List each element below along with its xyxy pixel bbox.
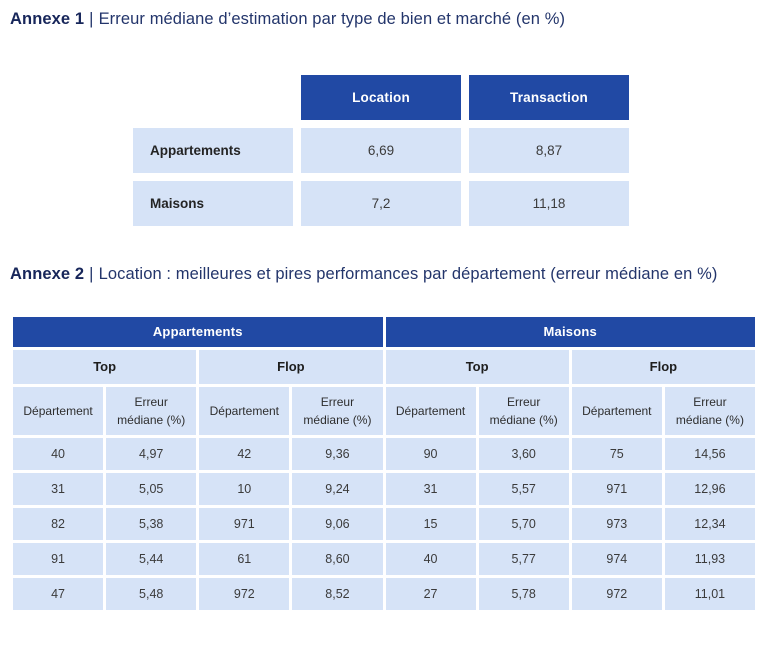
annexe1-header-row: Location Transaction — [133, 74, 629, 120]
table-cell: 5,44 — [106, 542, 197, 575]
annexe1-col-header-location: Location — [301, 74, 461, 120]
col-header: Erreur médiane (%) — [478, 386, 569, 435]
table-row: 40 4,97 42 9,36 90 3,60 75 14,56 — [13, 437, 755, 470]
subheader-top: Top — [13, 349, 197, 384]
table-cell: 90 — [385, 437, 476, 470]
table-cell: 6,69 — [301, 127, 461, 173]
table-cell: 47 — [13, 577, 104, 610]
group-header-maisons: Maisons — [385, 316, 755, 347]
table-cell: 42 — [199, 437, 290, 470]
table-cell: 974 — [571, 542, 662, 575]
subheader-flop: Flop — [571, 349, 755, 384]
table-cell: 61 — [199, 542, 290, 575]
table-cell: 12,96 — [664, 472, 755, 505]
col-header: Département — [385, 386, 476, 435]
table-cell: 5,38 — [106, 507, 197, 540]
table-cell: 5,05 — [106, 472, 197, 505]
col-header: Erreur médiane (%) — [664, 386, 755, 435]
annexe1-title-separator: | — [89, 10, 94, 28]
col-header: Erreur médiane (%) — [292, 386, 383, 435]
col-header: Département — [13, 386, 104, 435]
table-cell: 972 — [571, 577, 662, 610]
annexe1-col-header-transaction: Transaction — [469, 74, 629, 120]
table-cell: 40 — [385, 542, 476, 575]
table-cell: 9,36 — [292, 437, 383, 470]
table-row: 47 5,48 972 8,52 27 5,78 972 11,01 — [13, 577, 755, 610]
row-label: Maisons — [133, 180, 293, 226]
table-cell: 3,60 — [478, 437, 569, 470]
annexe1-corner-cell — [133, 75, 293, 120]
table-cell: 5,57 — [478, 472, 569, 505]
table-cell: 8,52 — [292, 577, 383, 610]
col-header: Département — [199, 386, 290, 435]
table-cell: 11,01 — [664, 577, 755, 610]
table-cell: 82 — [13, 507, 104, 540]
table-cell: 8,60 — [292, 542, 383, 575]
table-cell: 12,34 — [664, 507, 755, 540]
table-cell: 75 — [571, 437, 662, 470]
annexe2-table: Appartements Maisons Top Flop Top Flop D… — [10, 314, 758, 613]
table-row: 82 5,38 971 9,06 15 5,70 973 12,34 — [13, 507, 755, 540]
table-cell: 973 — [571, 507, 662, 540]
table-row: Appartements 6,69 8,87 — [133, 127, 629, 173]
table-cell: 4,97 — [106, 437, 197, 470]
table-cell: 9,24 — [292, 472, 383, 505]
table-cell: 40 — [13, 437, 104, 470]
col-header: Erreur médiane (%) — [106, 386, 197, 435]
annexe2-subheader-row: Top Flop Top Flop — [13, 349, 755, 384]
annexe1-table: Location Transaction Appartements 6,69 8… — [125, 67, 637, 234]
table-cell: 14,56 — [664, 437, 755, 470]
annexe1-title-text: Erreur médiane d’estimation par type de … — [98, 10, 566, 28]
row-label: Appartements — [133, 127, 293, 173]
table-cell: 31 — [385, 472, 476, 505]
annexe2-title: Annexe 2 | Location : meilleures et pires … — [10, 264, 722, 286]
table-cell: 9,06 — [292, 507, 383, 540]
table-cell: 972 — [199, 577, 290, 610]
table-cell: 10 — [199, 472, 290, 505]
col-header: Département — [571, 386, 662, 435]
annexe2-title-separator: | — [89, 264, 94, 283]
table-cell: 5,78 — [478, 577, 569, 610]
table-row: Maisons 7,2 11,18 — [133, 180, 629, 226]
annexe1-title-label: Annexe 1 — [10, 10, 85, 28]
table-cell: 8,87 — [469, 127, 629, 173]
table-cell: 5,77 — [478, 542, 569, 575]
annexe2-title-text: Location : meilleures et pires performan… — [98, 264, 718, 283]
group-header-appartements: Appartements — [13, 316, 383, 347]
table-cell: 11,93 — [664, 542, 755, 575]
table-cell: 5,70 — [478, 507, 569, 540]
annexe2-col-header-row: Département Erreur médiane (%) Départeme… — [13, 386, 755, 435]
table-row: 91 5,44 61 8,60 40 5,77 974 11,93 — [13, 542, 755, 575]
table-row: 31 5,05 10 9,24 31 5,57 971 12,96 — [13, 472, 755, 505]
table-cell: 971 — [199, 507, 290, 540]
annexe1-title: Annexe 1 | Erreur médiane d’estimation par… — [10, 9, 758, 31]
table-cell: 31 — [13, 472, 104, 505]
annexe2-title-label: Annexe 2 — [10, 264, 85, 283]
table-cell: 15 — [385, 507, 476, 540]
annexe2-group-header-row: Appartements Maisons — [13, 316, 755, 347]
subheader-flop: Flop — [199, 349, 383, 384]
table-cell: 7,2 — [301, 180, 461, 226]
table-cell: 27 — [385, 577, 476, 610]
table-cell: 971 — [571, 472, 662, 505]
table-cell: 5,48 — [106, 577, 197, 610]
subheader-top: Top — [385, 349, 569, 384]
table-cell: 91 — [13, 542, 104, 575]
table-cell: 11,18 — [469, 180, 629, 226]
